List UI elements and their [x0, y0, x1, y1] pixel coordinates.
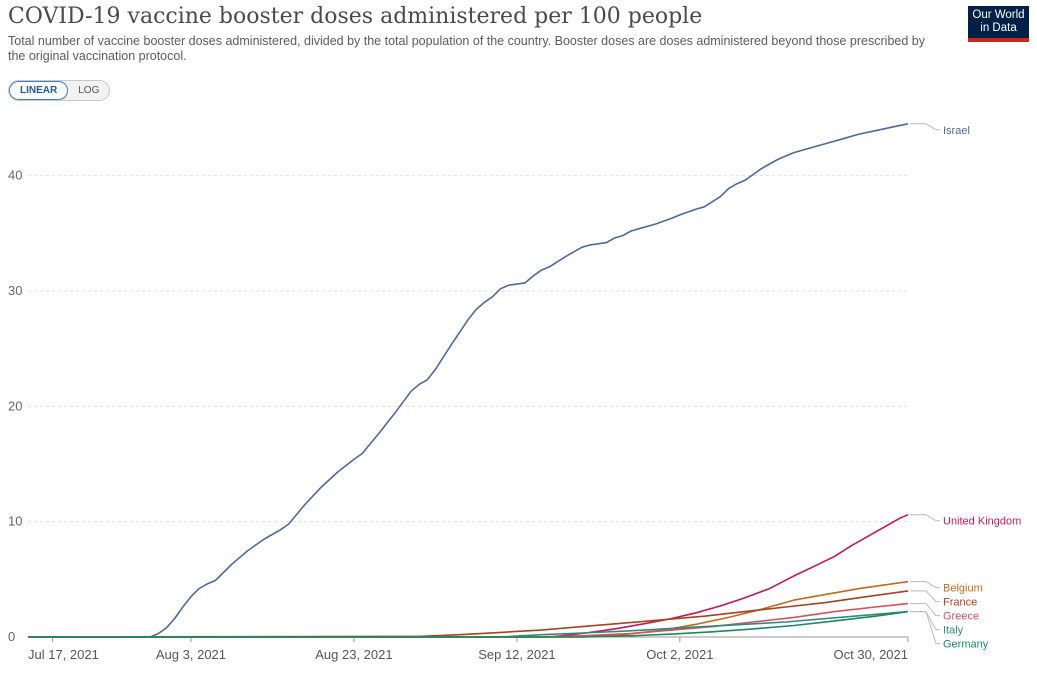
label-connector: [910, 581, 940, 589]
y-tick-label: 30: [8, 283, 22, 298]
x-tick-label: Oct 30, 2021: [834, 647, 908, 662]
series-line: [28, 610, 909, 638]
grid-lines: [28, 175, 908, 523]
series-label: United Kingdom: [943, 516, 1021, 528]
x-axis: Jul 17, 2021 Aug 3, 2021 Aug 23, 2021 Sep 1…: [28, 636, 909, 662]
linear-scale-button[interactable]: LINEAR: [9, 81, 69, 100]
chart-subtitle: Total number of vaccine booster doses ad…: [8, 34, 925, 63]
log-scale-button[interactable]: LOG: [78, 85, 100, 96]
series-line: [27, 590, 909, 638]
y-tick-label: 0: [8, 629, 15, 644]
label-connector: [910, 603, 940, 617]
y-tick-label: 40: [8, 168, 22, 183]
logo-line-1: Our World: [972, 9, 1025, 21]
logo-line-2: in Data: [980, 22, 1017, 34]
series-labels: Israel United Kingdom Belgium France Greece I…: [910, 123, 1021, 651]
scale-toggle: LINEAR LOG: [8, 80, 111, 101]
series-label: Greece: [943, 611, 979, 623]
series-label: France: [943, 597, 977, 609]
y-axis-ticks: 0 10 20 30 40: [8, 168, 22, 644]
y-tick-label: 10: [8, 514, 22, 529]
series-line: [28, 123, 909, 638]
owid-logo[interactable]: Our World in Data: [968, 6, 1029, 42]
x-tick-label: Jul 17, 2021: [28, 647, 99, 662]
y-tick-label: 20: [8, 398, 22, 413]
series-line: [28, 513, 909, 638]
series-label: Belgium: [943, 583, 983, 595]
label-connector: [910, 590, 940, 603]
x-tick-label: Aug 3, 2021: [156, 647, 226, 662]
series-line: [28, 580, 909, 638]
x-tick-label: Aug 23, 2021: [315, 647, 392, 662]
x-tick-label: Sep 12, 2021: [478, 647, 555, 662]
x-tick-label: Oct 2, 2021: [646, 647, 713, 662]
label-connector: [910, 123, 940, 131]
series-line: [28, 610, 909, 638]
series-label: Germany: [943, 639, 989, 651]
label-connector: [910, 514, 940, 522]
label-connector: [910, 611, 940, 645]
series-label: Israel: [943, 125, 970, 137]
series-lines: [27, 123, 909, 638]
series-label: Italy: [943, 625, 964, 637]
chart-title: COVID-19 vaccine booster doses administe…: [8, 4, 703, 29]
